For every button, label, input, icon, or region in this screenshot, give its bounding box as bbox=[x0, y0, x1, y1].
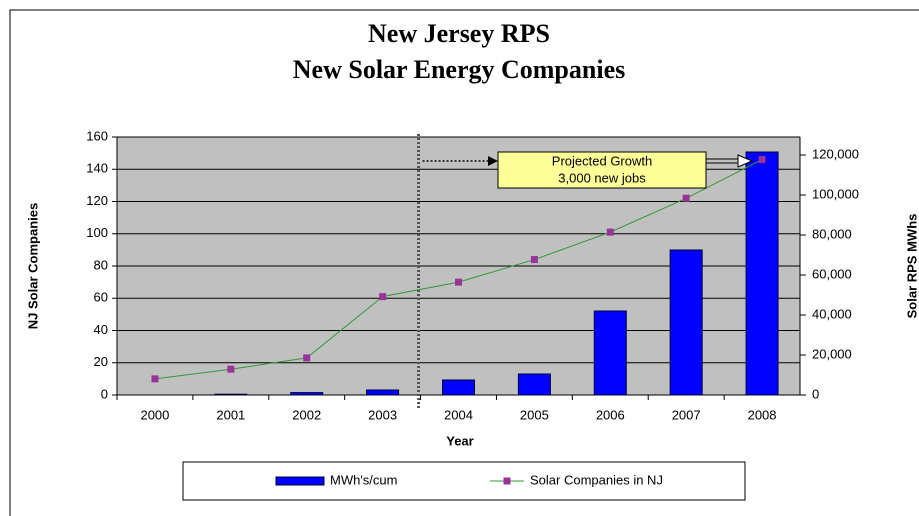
annotation-text: Projected Growth bbox=[552, 153, 652, 168]
y2-tick-label: 100,000 bbox=[812, 186, 859, 201]
marker bbox=[530, 256, 538, 264]
x-axis-label: Year bbox=[446, 433, 473, 448]
y-tick-label: 100 bbox=[86, 225, 108, 240]
x-tick-label: 2001 bbox=[216, 407, 245, 422]
chart-title: New Jersey RPS bbox=[368, 19, 550, 48]
marker bbox=[379, 293, 387, 301]
bar bbox=[745, 151, 779, 396]
y-tick-label: 80 bbox=[94, 257, 108, 272]
x-tick-label: 2008 bbox=[748, 407, 777, 422]
x-tick-label: 2000 bbox=[140, 407, 169, 422]
bar bbox=[442, 379, 475, 396]
annotation-text: 3,000 new jobs bbox=[558, 170, 646, 185]
bar bbox=[517, 373, 551, 396]
bar bbox=[290, 392, 324, 396]
annotation-box bbox=[497, 151, 707, 189]
y2-tick-label: 40,000 bbox=[812, 306, 852, 321]
y2-tick-label: 20,000 bbox=[812, 346, 852, 361]
y2-axis-label: Solar RPS MWhs bbox=[904, 214, 919, 319]
y-tick-label: 120 bbox=[86, 193, 108, 208]
x-tick-label: 2004 bbox=[444, 407, 473, 422]
y-tick-label: 60 bbox=[94, 290, 108, 305]
y2-tick-label: 80,000 bbox=[812, 226, 852, 241]
y-tick-label: 20 bbox=[94, 354, 108, 369]
x-tick-label: 2006 bbox=[596, 407, 625, 422]
y-axis-label: NJ Solar Companies bbox=[25, 203, 40, 329]
y-tick-label: 140 bbox=[86, 161, 108, 176]
marker bbox=[758, 156, 766, 164]
legend-swatch bbox=[275, 476, 325, 486]
arrow-head bbox=[737, 154, 754, 168]
y-tick-label: 40 bbox=[94, 322, 108, 337]
legend-label: Solar Companies in NJ bbox=[530, 472, 663, 487]
x-tick-label: 2007 bbox=[672, 407, 701, 422]
x-tick-label: 2003 bbox=[368, 407, 397, 422]
bar bbox=[214, 393, 248, 396]
bar bbox=[366, 389, 400, 396]
y2-tick-label: 60,000 bbox=[812, 266, 852, 281]
marker bbox=[682, 194, 690, 202]
legend-swatch bbox=[503, 477, 511, 485]
x-tick-label: 2002 bbox=[292, 407, 321, 422]
y2-tick-label: 0 bbox=[812, 386, 819, 401]
chart-subtitle: New Solar Energy Companies bbox=[293, 55, 625, 84]
marker bbox=[303, 354, 311, 362]
bar bbox=[669, 249, 703, 396]
bar bbox=[593, 310, 627, 396]
marker bbox=[455, 278, 462, 286]
x-tick-label: 2005 bbox=[520, 407, 549, 422]
y-tick-label: 160 bbox=[86, 128, 108, 143]
y2-tick-label: 120,000 bbox=[812, 146, 859, 161]
marker bbox=[227, 365, 235, 373]
arrow-head bbox=[488, 156, 498, 166]
marker bbox=[151, 375, 159, 383]
y-tick-label: 0 bbox=[101, 386, 108, 401]
marker bbox=[606, 228, 614, 236]
legend-label: MWh's/cum bbox=[330, 472, 397, 487]
